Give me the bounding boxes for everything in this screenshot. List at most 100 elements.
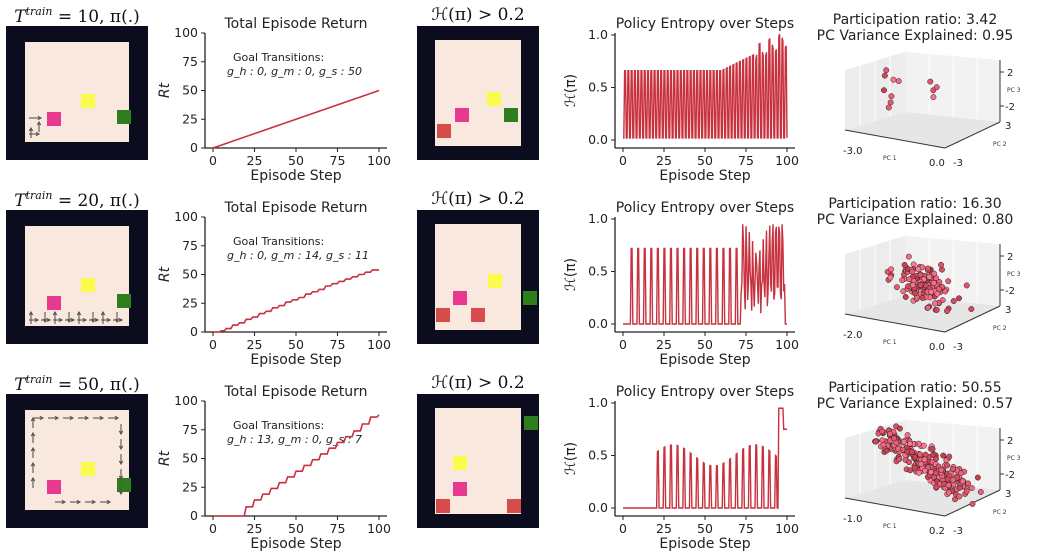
entropy-env-title: ℋ(π) > 0.2 [431, 5, 524, 25]
pca-point [929, 451, 936, 458]
agent-pink-square [453, 291, 467, 305]
pca-point [942, 288, 949, 295]
pca-point [924, 304, 931, 311]
pc3-tick-label: 2 [1007, 68, 1013, 79]
pca-point [920, 442, 927, 449]
x-tick-label: 100 [367, 337, 391, 352]
x-tick-label: 0 [209, 153, 217, 168]
pca-point [932, 300, 938, 307]
goal-green-square [524, 416, 538, 430]
pca-point [959, 478, 966, 485]
trajectory-arrowhead [76, 499, 82, 505]
pc1-tick-label: 0.0 [929, 158, 945, 169]
y-tick-label: 0.0 [588, 316, 608, 331]
return-chart-title: Total Episode Return [223, 16, 367, 32]
pca-point [969, 500, 976, 507]
pca-point [929, 445, 936, 452]
return-series-line [213, 414, 380, 517]
x-tick-label: 50 [288, 337, 304, 352]
pca-point [930, 94, 937, 101]
trajectory-arrowhead [58, 317, 64, 323]
y-tick-label: 0.0 [588, 500, 608, 515]
agent-pink-square [47, 112, 61, 126]
pc2-tick-label: -3 [953, 342, 963, 353]
pc1-tick-label: -3.0 [843, 146, 863, 157]
pca-point [939, 297, 946, 304]
x-tick-label: 100 [775, 337, 799, 352]
pca-point [968, 485, 975, 491]
y-tick-label: 0 [190, 508, 198, 523]
pca-point [956, 295, 962, 302]
entropy-chart-title: Policy Entropy over Steps [616, 16, 794, 32]
x-tick-label: 100 [367, 153, 391, 168]
pca-point [911, 454, 918, 461]
entropy-chart: Policy Entropy over Steps 0 25 50 75 100 0.0 0.… [563, 200, 799, 368]
pca-point [908, 448, 915, 455]
pca-point [888, 266, 895, 273]
pc1-axis-label: PC 1 [883, 339, 897, 346]
pca-point-cloud [880, 67, 940, 111]
x-axis-label: Episode Step [250, 352, 341, 368]
y-axis-label: Rt [157, 266, 173, 282]
pca-point [963, 282, 970, 289]
x-tick-label: 50 [697, 153, 713, 168]
pc1-axis-label: PC 1 [883, 155, 897, 162]
x-tick-label: 100 [775, 521, 799, 536]
pc3-axis-label: PC 3 [1007, 271, 1021, 278]
goal-transitions-title: Goal Transitions: [233, 235, 324, 248]
trajectory-arrowhead [76, 310, 82, 316]
pca-point [895, 445, 902, 452]
high-entropy-cell [507, 499, 521, 513]
pca-point [963, 488, 970, 495]
goal-yellow-square [81, 462, 95, 476]
pca-point [928, 289, 935, 295]
goal-transitions-values: g_h : 0, g_m : 14, g_s : 11 [227, 249, 369, 262]
pca-point [885, 104, 892, 111]
pca-point [935, 286, 942, 293]
env-floor [435, 408, 521, 514]
pca-point [977, 489, 984, 495]
trajectory-arrowhead [69, 415, 75, 421]
pca-point [927, 78, 934, 85]
pca-point [895, 78, 902, 85]
goal-yellow-square [488, 274, 502, 288]
trajectory-arrowhead [118, 460, 124, 466]
pca-point [940, 452, 947, 459]
trajectory-arrowhead [118, 317, 124, 323]
entropy-chart-title: Policy Entropy over Steps [616, 200, 794, 216]
pca-point [907, 467, 914, 474]
pca-floor-pane [845, 296, 1000, 332]
return-chart-title: Total Episode Return [223, 384, 367, 400]
pca-point [917, 282, 924, 288]
x-tick-label: 25 [247, 153, 263, 168]
x-axis-label: Episode Step [659, 352, 750, 368]
pca-point [893, 439, 900, 446]
pca-point [909, 268, 916, 275]
pca-axis-pc1 [844, 129, 946, 149]
y-tick-label: 1.0 [588, 211, 608, 226]
x-tick-label: 0 [619, 153, 627, 168]
trajectory-arrowhead [61, 499, 67, 505]
pc1-axis-label: PC 1 [883, 523, 897, 530]
x-tick-label: 75 [330, 153, 346, 168]
pca-point [921, 456, 928, 463]
trajectory-arrowhead [114, 415, 120, 421]
pc3-tick-label: -2 [1005, 286, 1015, 297]
pca-point [881, 72, 888, 79]
high-entropy-cell [436, 499, 450, 513]
x-axis-label: Episode Step [659, 536, 750, 552]
pca-point [917, 271, 924, 278]
trajectory-arrowhead [36, 120, 42, 126]
return-chart-title: Total Episode Return [223, 200, 367, 216]
goal-green-square [504, 108, 518, 122]
x-tick-label: 25 [656, 337, 672, 352]
pc3-tick-label: -2 [1005, 470, 1015, 481]
entropy-env-panel: ℋ(π) > 0.2 [417, 5, 539, 160]
agent-pink-square [453, 482, 467, 496]
trajectory-arrowhead [30, 446, 36, 452]
pca-point [917, 451, 924, 458]
trajectory-arrows [30, 415, 124, 505]
pca-point [899, 277, 906, 284]
goal-yellow-square [81, 94, 95, 108]
